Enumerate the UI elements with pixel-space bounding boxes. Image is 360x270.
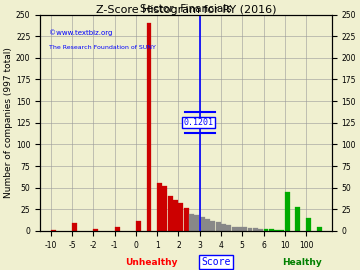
Bar bbox=[237, 227, 242, 231]
Bar bbox=[248, 228, 252, 231]
Bar bbox=[189, 214, 194, 231]
Bar bbox=[279, 230, 284, 231]
Bar bbox=[306, 218, 311, 231]
Bar bbox=[179, 203, 183, 231]
Bar bbox=[136, 221, 141, 231]
Bar bbox=[147, 23, 152, 231]
Bar bbox=[93, 229, 98, 231]
Bar bbox=[269, 229, 274, 231]
Text: ©www.textbiz.org: ©www.textbiz.org bbox=[49, 30, 112, 36]
Bar bbox=[296, 207, 300, 231]
Bar bbox=[317, 227, 321, 231]
Bar bbox=[200, 217, 204, 231]
Bar bbox=[274, 230, 279, 231]
Bar bbox=[51, 230, 56, 231]
Bar bbox=[168, 196, 173, 231]
Text: Sector: Financials: Sector: Financials bbox=[140, 4, 232, 14]
Y-axis label: Number of companies (997 total): Number of companies (997 total) bbox=[4, 47, 13, 198]
Bar bbox=[184, 208, 189, 231]
Bar bbox=[216, 222, 221, 231]
Bar bbox=[231, 227, 237, 231]
Bar bbox=[162, 186, 167, 231]
Text: Unhealthy: Unhealthy bbox=[125, 258, 177, 267]
Bar bbox=[173, 200, 178, 231]
Bar bbox=[264, 229, 269, 231]
Text: The Research Foundation of SUNY: The Research Foundation of SUNY bbox=[49, 45, 156, 50]
Bar bbox=[114, 227, 120, 231]
Bar bbox=[285, 192, 290, 231]
Bar bbox=[226, 225, 231, 231]
Title: Z-Score Histogram for RY (2016): Z-Score Histogram for RY (2016) bbox=[96, 5, 276, 15]
Bar bbox=[253, 228, 258, 231]
Bar bbox=[72, 223, 77, 231]
Bar bbox=[242, 227, 247, 231]
Bar bbox=[221, 224, 226, 231]
Bar bbox=[157, 183, 162, 231]
Bar bbox=[210, 221, 215, 231]
Text: Healthy: Healthy bbox=[283, 258, 322, 267]
Bar bbox=[205, 219, 210, 231]
Text: Score: Score bbox=[201, 257, 231, 267]
Bar bbox=[258, 229, 263, 231]
Text: 0.1201: 0.1201 bbox=[184, 118, 213, 127]
Bar bbox=[194, 215, 199, 231]
